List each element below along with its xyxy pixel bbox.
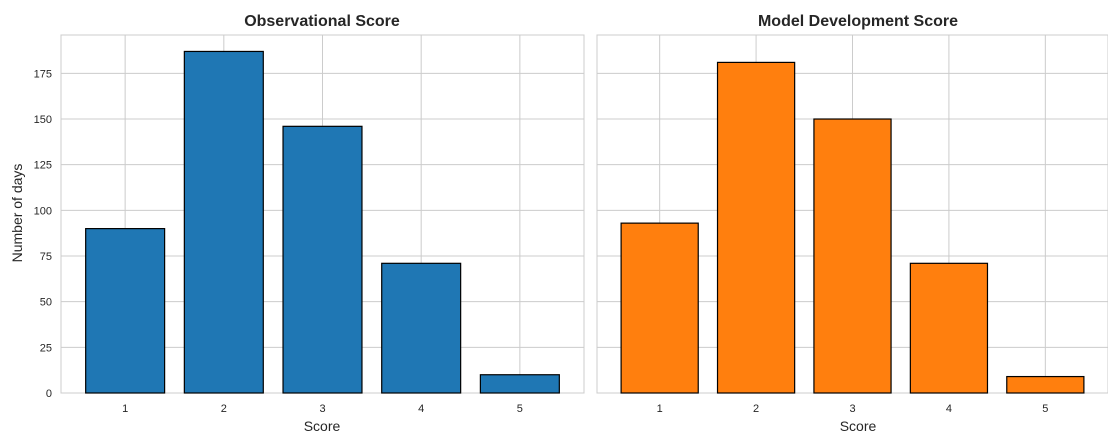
bar-4 — [909, 262, 989, 394]
y-tick-label: 150 — [34, 114, 52, 126]
y-tick-label: 25 — [40, 342, 52, 354]
y-tick-label: 175 — [34, 68, 52, 80]
y-tick-label: 50 — [40, 297, 52, 309]
y-tick-label: 75 — [40, 251, 52, 263]
x-tick-label: 2 — [753, 403, 759, 415]
x-tick-label: 4 — [418, 403, 424, 415]
y-axis-label: Number of days — [9, 164, 25, 263]
x-tick-label: 5 — [1042, 403, 1048, 415]
y-tick-label: 125 — [34, 160, 52, 172]
x-tick-label: 4 — [946, 403, 952, 415]
bar-3 — [813, 118, 892, 394]
bar-3 — [282, 125, 363, 394]
y-tick-labels: 0 25 50 75 100 125 150 175 — [34, 68, 52, 400]
bar-4 — [381, 262, 462, 394]
y-tick-label: 0 — [46, 388, 52, 400]
bars — [85, 50, 560, 394]
x-tick-label: 2 — [221, 403, 227, 415]
chart-observational-score: Observational Score Number of days Score… — [9, 13, 585, 433]
y-tick-label: 100 — [34, 205, 52, 217]
x-tick-label: 5 — [517, 403, 523, 415]
bars — [620, 61, 1085, 394]
x-tick-label: 1 — [122, 403, 128, 415]
x-axis-label: Score — [304, 418, 341, 433]
chart-model-development-score: Model Development Score Score 1 2 3 4 5 — [596, 13, 1108, 433]
bar-1 — [620, 222, 699, 394]
bar-2 — [183, 50, 264, 394]
x-axis-label: Score — [840, 418, 877, 433]
x-tick-label: 3 — [849, 403, 855, 415]
x-tick-label: 3 — [319, 403, 325, 415]
chart-title: Model Development Score — [758, 13, 958, 30]
chart-title: Observational Score — [244, 13, 400, 30]
bar-1 — [85, 228, 166, 394]
bar-5 — [1006, 375, 1085, 394]
x-tick-labels: 1 2 3 4 5 — [122, 403, 523, 415]
x-tick-label: 1 — [657, 403, 663, 415]
bar-2 — [716, 61, 796, 394]
x-tick-labels: 1 2 3 4 5 — [657, 403, 1049, 415]
bar-5 — [479, 374, 560, 394]
